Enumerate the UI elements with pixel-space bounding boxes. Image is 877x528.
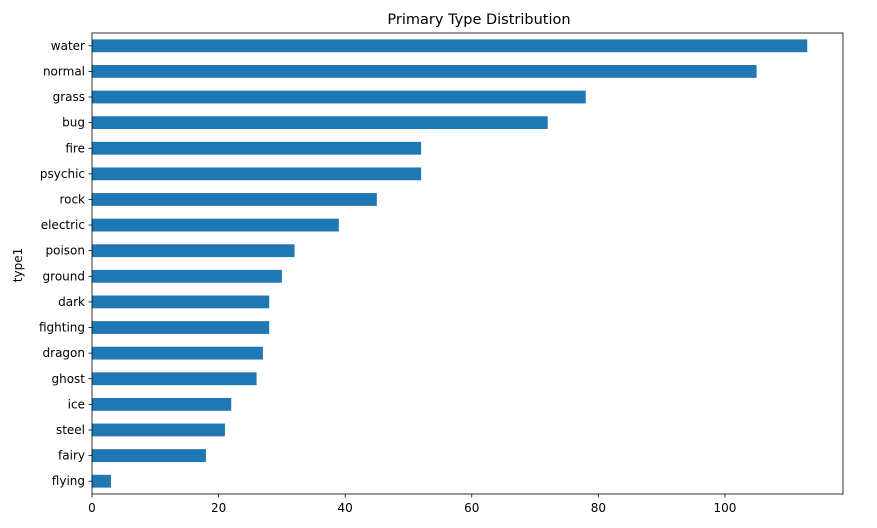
y-tick-label: grass: [53, 90, 85, 104]
y-tick-label: ice: [68, 397, 85, 411]
bar-ground: [92, 269, 282, 283]
y-tick-label: dark: [58, 295, 85, 309]
bar-dark: [92, 295, 270, 309]
y-tick-label: psychic: [40, 167, 85, 181]
bars-group: [92, 39, 808, 488]
bar-fire: [92, 141, 422, 155]
bar-poison: [92, 244, 295, 258]
y-tick-label: fighting: [39, 321, 85, 335]
bar-electric: [92, 218, 339, 232]
bar-flying: [92, 474, 111, 488]
y-ticks-group: water normal grass bug fire psychic rock electr…: [39, 39, 92, 488]
bar-water: [92, 39, 808, 53]
bar-ghost: [92, 372, 257, 386]
y-tick-label: poison: [46, 244, 86, 258]
x-tick-label: 0: [88, 501, 96, 515]
x-tick-label: 100: [714, 501, 737, 515]
plot-frame: [91, 32, 844, 495]
y-tick-label: dragon: [43, 346, 85, 360]
x-tick-label: 20: [211, 501, 226, 515]
y-tick-label: steel: [56, 423, 85, 437]
y-tick-label: fairy: [58, 449, 85, 463]
y-tick-label: normal: [43, 64, 85, 78]
bar-grass: [92, 90, 586, 104]
bar-bug: [92, 116, 548, 130]
bar-steel: [92, 423, 225, 437]
x-tick-label: 80: [591, 501, 606, 515]
y-tick-label: electric: [41, 218, 85, 232]
y-tick-label: water: [51, 39, 85, 53]
bar-fairy: [92, 449, 206, 462]
x-ticks-group: 0 20 40 60 80 100: [88, 494, 736, 515]
x-tick-label: 40: [338, 501, 353, 515]
y-tick-label: flying: [52, 474, 85, 488]
bar-ice: [92, 397, 232, 411]
bar-fighting: [92, 321, 270, 334]
bar-rock: [92, 193, 377, 206]
bar-dragon: [92, 346, 263, 360]
chart-title: Primary Type Distribution: [387, 12, 570, 28]
y-tick-label: bug: [62, 116, 85, 130]
x-tick-label: 60: [464, 501, 479, 515]
y-tick-label: rock: [59, 192, 85, 206]
y-tick-label: fire: [65, 141, 85, 155]
bar-normal: [92, 65, 757, 78]
bar-psychic: [92, 167, 422, 181]
y-tick-label: ghost: [51, 372, 85, 386]
y-tick-label: ground: [43, 269, 85, 283]
y-axis-label: type1: [11, 248, 25, 282]
